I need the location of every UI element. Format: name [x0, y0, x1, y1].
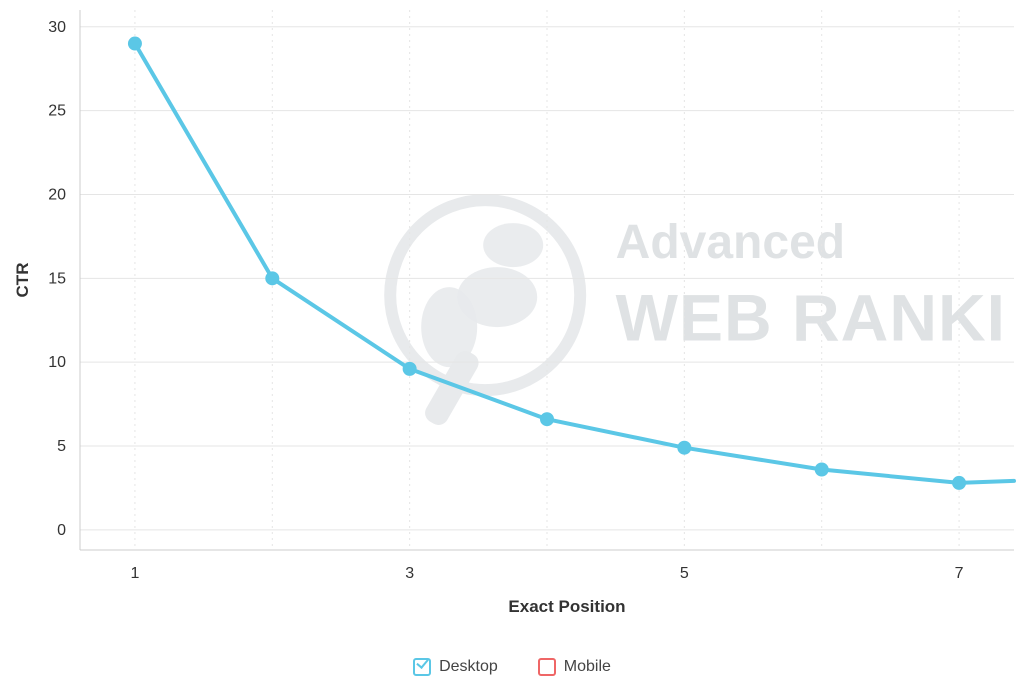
svg-text:30: 30: [48, 19, 66, 36]
svg-text:25: 25: [48, 103, 66, 120]
svg-text:Exact Position: Exact Position: [508, 597, 625, 616]
chart-svg: Advanced WEB RANKI 0 5 10 15 20 25 30 1 3 5 7 Exact P…: [0, 0, 1024, 640]
legend-label-desktop: Desktop: [439, 658, 498, 676]
svg-text:20: 20: [48, 186, 66, 203]
legend-checkbox-mobile[interactable]: [538, 658, 556, 676]
legend-item-mobile[interactable]: Mobile: [538, 658, 611, 676]
legend-checkbox-desktop[interactable]: [413, 658, 431, 676]
svg-text:CTR: CTR: [13, 263, 32, 298]
svg-text:WEB RANKI: WEB RANKI: [616, 280, 1006, 354]
svg-text:7: 7: [955, 565, 964, 582]
legend: Desktop Mobile: [0, 658, 1024, 676]
svg-text:0: 0: [57, 522, 66, 539]
svg-text:10: 10: [48, 354, 66, 371]
svg-text:Advanced: Advanced: [616, 216, 845, 269]
legend-label-mobile: Mobile: [564, 658, 611, 676]
svg-text:3: 3: [405, 565, 414, 582]
svg-text:5: 5: [680, 565, 689, 582]
svg-text:15: 15: [48, 270, 66, 287]
svg-text:1: 1: [130, 565, 139, 582]
ctr-chart: Advanced WEB RANKI 0 5 10 15 20 25 30 1 3 5 7 Exact P…: [0, 0, 1024, 688]
svg-text:5: 5: [57, 438, 66, 455]
legend-item-desktop[interactable]: Desktop: [413, 658, 498, 676]
